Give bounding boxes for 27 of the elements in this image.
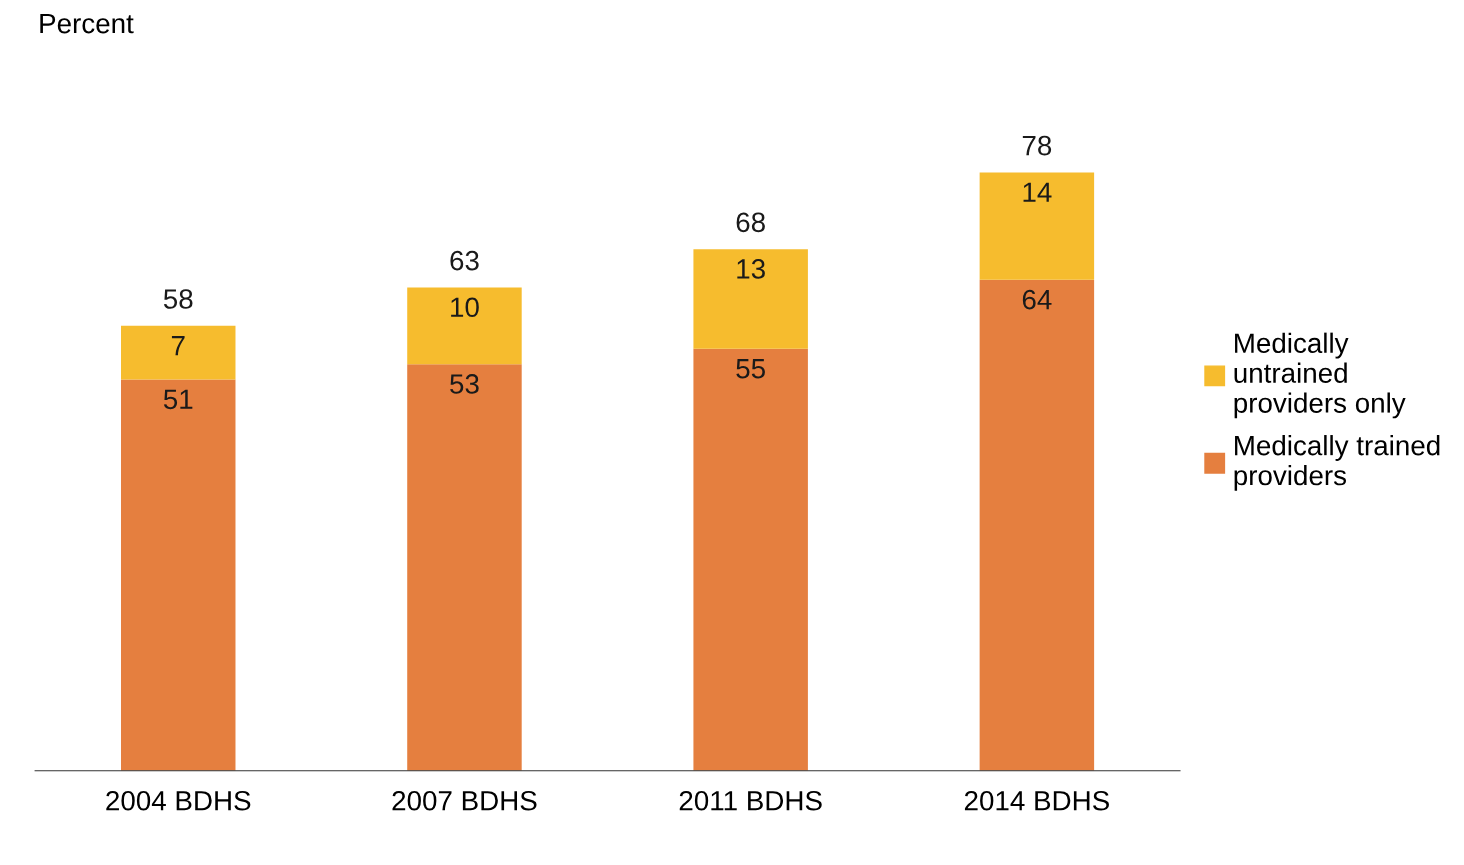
data-label: 13 bbox=[737, 259, 765, 279]
legend-label: Medically untrained providers only bbox=[1234, 332, 1406, 419]
data-label: 14 bbox=[1023, 182, 1052, 202]
bar bbox=[979, 172, 1095, 280]
legend-label: Medically trained providers bbox=[1234, 435, 1440, 491]
x-tick-label: 2011 BDHS bbox=[679, 790, 822, 811]
total-label: 63 bbox=[450, 250, 479, 271]
bar bbox=[979, 279, 1095, 771]
data-label: 55 bbox=[736, 359, 765, 379]
bar bbox=[407, 287, 522, 365]
total-label: 58 bbox=[163, 289, 193, 309]
x-tick-label: 2014 BDHS bbox=[964, 790, 1109, 811]
data-label: 7 bbox=[171, 336, 185, 356]
data-label: 53 bbox=[450, 374, 479, 394]
x-tick-label: 2007 BDHS bbox=[392, 790, 537, 811]
total-label: 68 bbox=[736, 212, 765, 233]
bar bbox=[407, 364, 522, 771]
x-tick-label: 2004 BDHS bbox=[106, 790, 251, 811]
text: Percent bbox=[40, 13, 134, 34]
bar bbox=[121, 379, 236, 771]
data-label: 64 bbox=[1022, 289, 1052, 310]
bar bbox=[121, 325, 236, 380]
bar bbox=[693, 348, 808, 771]
data-label: 10 bbox=[451, 297, 479, 318]
data-label: 51 bbox=[163, 389, 193, 410]
total-label: 78 bbox=[1022, 135, 1052, 156]
bar bbox=[693, 249, 808, 349]
